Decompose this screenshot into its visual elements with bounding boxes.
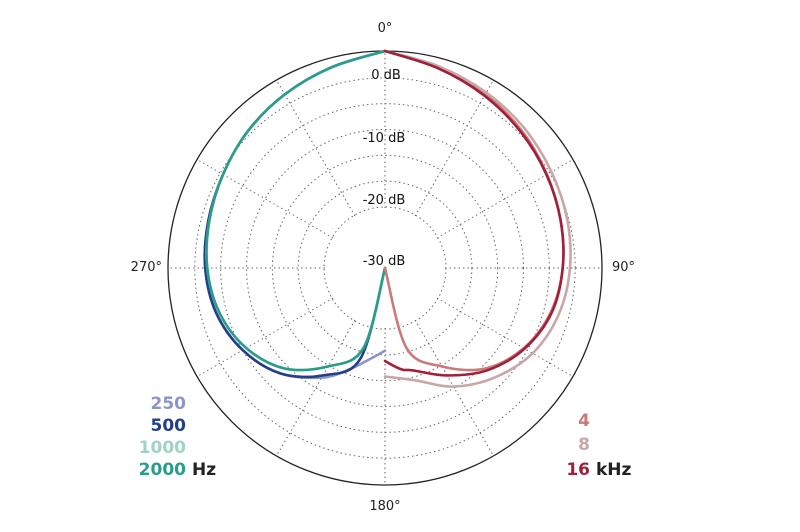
grid-spoke xyxy=(436,297,574,377)
grid-spoke xyxy=(196,159,334,239)
radial-tick-label: 0 dB xyxy=(371,68,401,83)
legend-high-frequencies: 4 8 16 kHz xyxy=(566,411,631,480)
series-curve-1000 xyxy=(205,49,387,372)
grid-spoke xyxy=(414,79,494,217)
polar-grid xyxy=(167,50,603,486)
grid-spoke xyxy=(276,79,356,217)
legend-unit-hz: Hz xyxy=(192,460,216,480)
legend-low-frequencies: 250 500 1000 2000 Hz xyxy=(139,394,217,480)
legend-entry-500: 500 xyxy=(151,416,187,436)
polar-curves xyxy=(203,49,572,388)
legend-entry-2000: 2000 xyxy=(139,460,186,480)
legend-entry-16: 16 xyxy=(566,460,590,480)
series-curve-16 xyxy=(383,49,565,377)
radial-tick-label: -30 dB xyxy=(363,254,406,269)
grid-spoke xyxy=(276,319,356,457)
series-curve-4 xyxy=(383,49,565,372)
grid-spoke xyxy=(196,297,334,377)
radial-tick-labels: 0 dB -10 dB -20 dB -30 dB xyxy=(363,68,406,269)
grid-ring xyxy=(297,180,473,356)
legend-unit-khz: kHz xyxy=(596,460,632,480)
radial-tick-label: -10 dB xyxy=(363,131,406,146)
grid-ring xyxy=(246,129,524,407)
legend-entry-4: 4 xyxy=(578,411,590,431)
series-curve-2000 xyxy=(205,49,387,372)
radial-tick-label: -20 dB xyxy=(363,193,406,208)
angle-label-90: 90° xyxy=(612,260,635,275)
angle-label-0: 0° xyxy=(378,21,393,36)
polar-labels: 0° 90° 180° 270° xyxy=(131,21,635,514)
angle-label-180: 180° xyxy=(369,499,400,514)
grid-ring xyxy=(194,77,576,459)
angle-label-270: 270° xyxy=(131,260,162,275)
grid-spoke xyxy=(436,159,574,239)
legend-entry-8: 8 xyxy=(578,435,590,455)
legend-entry-250: 250 xyxy=(151,394,187,414)
series-curve-8 xyxy=(383,49,572,388)
grid-spoke xyxy=(414,319,494,457)
legend-entry-1000: 1000 xyxy=(139,438,186,458)
grid-ring xyxy=(271,154,499,382)
